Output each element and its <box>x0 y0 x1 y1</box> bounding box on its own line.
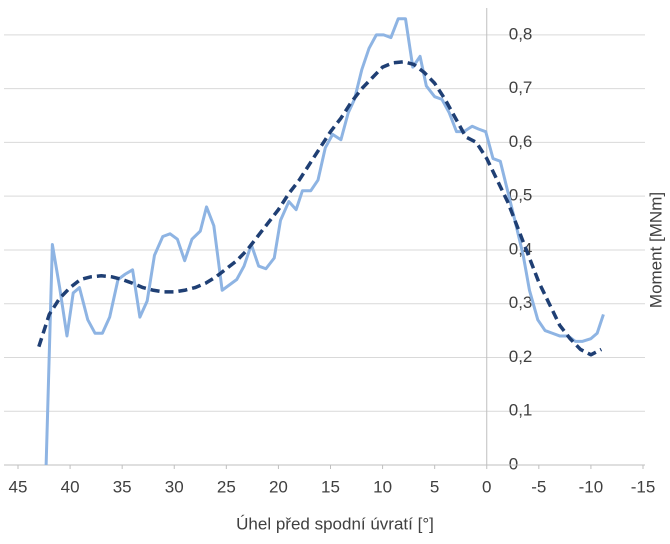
y-tick-label: 0,1 <box>509 401 533 420</box>
series-line <box>37 60 603 357</box>
y-tick-label: 0,5 <box>509 186 533 205</box>
series-line <box>44 17 605 466</box>
y-axis-label: Moment [MNm] <box>646 192 665 308</box>
x-tick-label: 10 <box>373 477 392 496</box>
x-tick-label: 40 <box>61 477 80 496</box>
y-tick-label: 0,6 <box>509 132 533 151</box>
y-tick-label: 0,3 <box>509 293 533 312</box>
x-tick-label: -5 <box>531 477 546 496</box>
y-tick-label: 0,8 <box>509 24 533 43</box>
x-tick-label: -15 <box>631 477 656 496</box>
x-tick-label: 30 <box>165 477 184 496</box>
x-tick-label: 20 <box>269 477 288 496</box>
x-axis-label: Úhel před spodní úvratí [°] <box>236 514 434 533</box>
x-tick-label: 0 <box>482 477 491 496</box>
x-tick-label: 45 <box>9 477 28 496</box>
y-tick-label: 0,7 <box>509 78 533 97</box>
x-tick-label: 5 <box>430 477 439 496</box>
x-tick-label: -10 <box>579 477 604 496</box>
x-tick-label: 15 <box>321 477 340 496</box>
y-tick-label: 0,2 <box>509 347 533 366</box>
y-tick-label: 0 <box>509 454 518 473</box>
x-tick-label: 25 <box>217 477 236 496</box>
x-tick-label: 35 <box>113 477 132 496</box>
